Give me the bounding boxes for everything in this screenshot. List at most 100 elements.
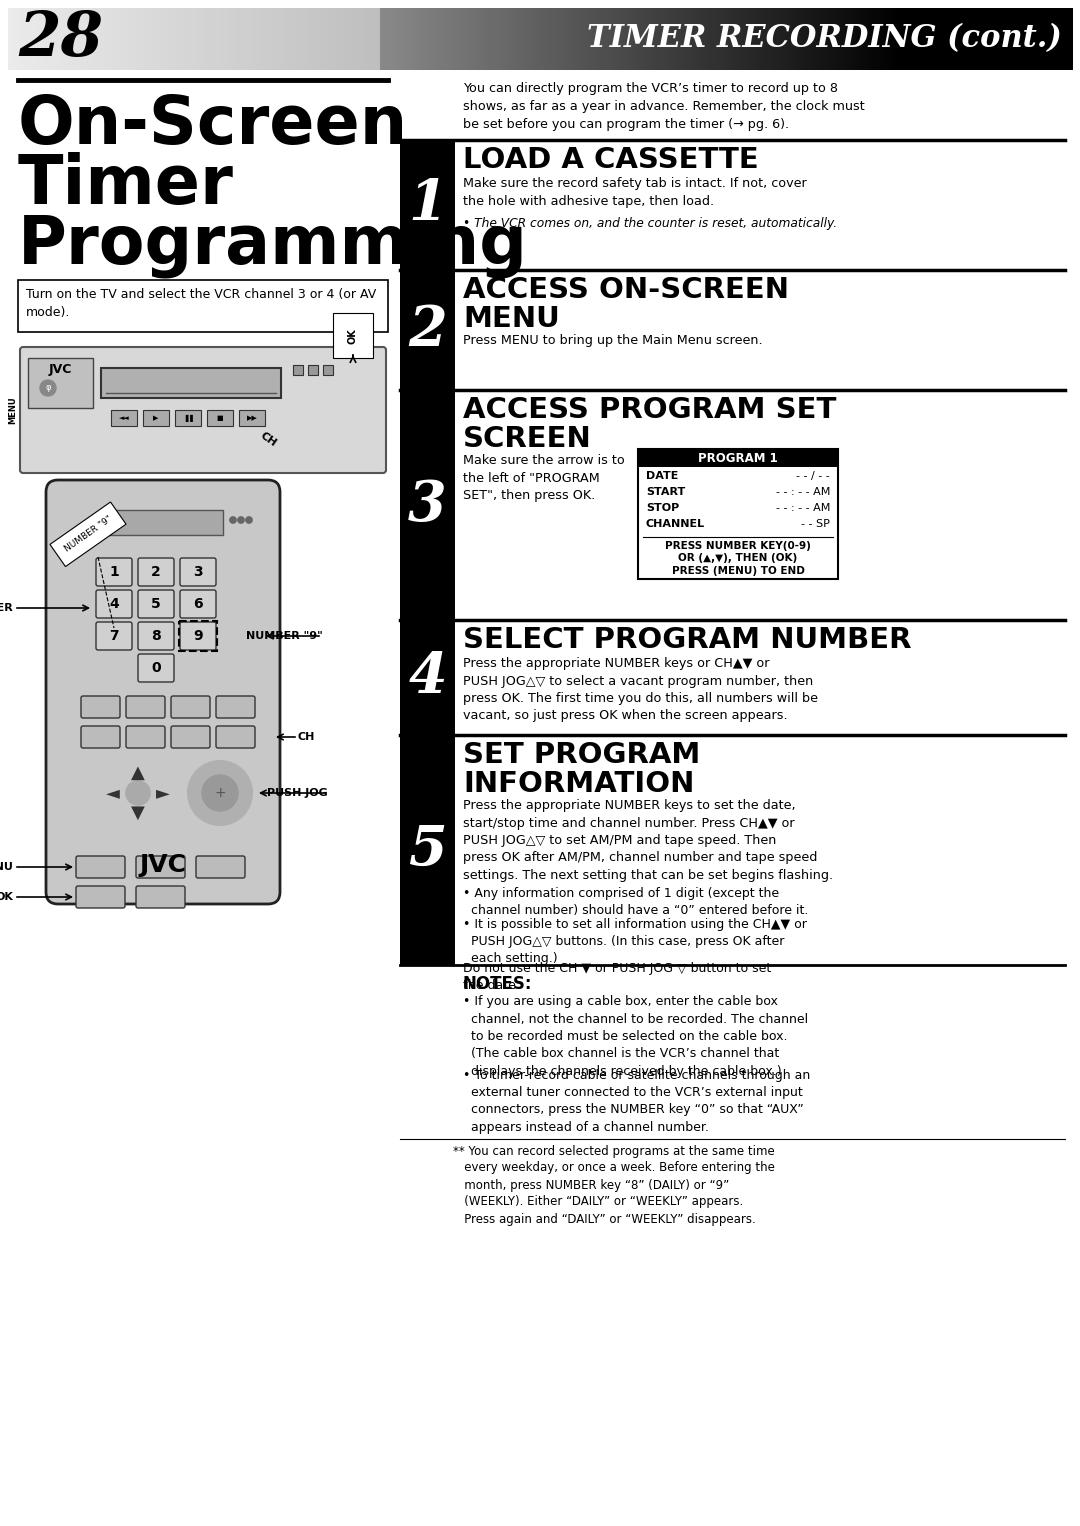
Text: Do not use the CH ▼ or PUSH JOG ▽ button to set
the date.: Do not use the CH ▼ or PUSH JOG ▽ button… bbox=[463, 961, 771, 992]
Bar bbox=[778, 8, 782, 70]
Bar bbox=[462, 8, 467, 70]
Bar bbox=[562, 8, 566, 70]
Bar bbox=[465, 8, 470, 70]
FancyBboxPatch shape bbox=[216, 696, 255, 719]
Text: 4: 4 bbox=[109, 597, 119, 610]
Bar bbox=[852, 8, 856, 70]
Bar bbox=[125, 8, 130, 70]
Bar bbox=[891, 8, 895, 70]
Bar bbox=[785, 8, 789, 70]
Bar bbox=[551, 8, 555, 70]
Bar bbox=[40, 8, 44, 70]
Text: ▲: ▲ bbox=[131, 765, 145, 781]
Bar bbox=[363, 8, 367, 70]
Bar bbox=[448, 8, 453, 70]
Bar bbox=[178, 8, 183, 70]
Circle shape bbox=[126, 781, 150, 806]
FancyBboxPatch shape bbox=[180, 623, 216, 650]
Bar bbox=[1037, 8, 1041, 70]
Bar bbox=[324, 8, 328, 70]
Bar bbox=[554, 8, 558, 70]
Bar bbox=[65, 8, 69, 70]
Bar bbox=[391, 8, 395, 70]
Bar bbox=[171, 8, 176, 70]
FancyBboxPatch shape bbox=[76, 856, 125, 877]
Bar bbox=[146, 8, 151, 70]
Text: • To timer-record cable or satellite channels through an
  external tuner connec: • To timer-record cable or satellite cha… bbox=[463, 1068, 810, 1134]
Bar bbox=[714, 8, 718, 70]
Bar bbox=[987, 8, 991, 70]
Bar bbox=[855, 8, 860, 70]
Bar bbox=[728, 8, 732, 70]
Bar bbox=[476, 8, 481, 70]
Text: ACCESS PROGRAM SET
SCREEN: ACCESS PROGRAM SET SCREEN bbox=[463, 397, 836, 453]
Bar bbox=[880, 8, 885, 70]
Bar bbox=[874, 8, 878, 70]
Bar bbox=[423, 8, 428, 70]
Bar bbox=[742, 8, 746, 70]
Bar bbox=[572, 8, 577, 70]
Bar bbox=[186, 8, 190, 70]
Text: MENU: MENU bbox=[9, 397, 17, 424]
Bar bbox=[849, 8, 853, 70]
Bar bbox=[831, 8, 835, 70]
Text: TIMER RECORDING (cont.): TIMER RECORDING (cont.) bbox=[588, 23, 1062, 55]
Bar bbox=[725, 8, 729, 70]
Bar bbox=[1012, 8, 1016, 70]
Bar bbox=[636, 8, 640, 70]
Text: - - : - - AM: - - : - - AM bbox=[775, 504, 831, 513]
Bar bbox=[582, 8, 588, 70]
Bar bbox=[930, 8, 934, 70]
Bar bbox=[239, 8, 243, 70]
Bar bbox=[877, 8, 881, 70]
FancyBboxPatch shape bbox=[138, 559, 174, 586]
Bar bbox=[239, 410, 265, 426]
Bar bbox=[795, 8, 800, 70]
Bar bbox=[15, 8, 19, 70]
FancyBboxPatch shape bbox=[138, 623, 174, 650]
Bar bbox=[352, 8, 356, 70]
Text: Press the appropriate NUMBER keys to set the date,
start/stop time and channel n: Press the appropriate NUMBER keys to set… bbox=[463, 800, 833, 882]
Bar bbox=[792, 8, 796, 70]
Bar bbox=[360, 8, 364, 70]
Bar bbox=[835, 8, 839, 70]
Bar bbox=[597, 8, 602, 70]
Bar bbox=[433, 8, 438, 70]
Bar bbox=[600, 8, 605, 70]
Bar bbox=[927, 8, 931, 70]
Bar bbox=[980, 8, 984, 70]
Text: NUMBER "9": NUMBER "9" bbox=[63, 514, 113, 554]
Bar bbox=[629, 8, 633, 70]
Bar bbox=[153, 8, 158, 70]
Text: NUMBER "9": NUMBER "9" bbox=[246, 630, 323, 641]
Text: DATE: DATE bbox=[646, 472, 678, 481]
FancyBboxPatch shape bbox=[76, 887, 125, 908]
Bar bbox=[43, 8, 48, 70]
Bar bbox=[217, 8, 221, 70]
Bar bbox=[532, 8, 538, 70]
Bar bbox=[100, 8, 105, 70]
Bar bbox=[764, 8, 768, 70]
Bar bbox=[399, 8, 403, 70]
Bar bbox=[157, 8, 162, 70]
Bar bbox=[625, 8, 630, 70]
Bar bbox=[888, 8, 892, 70]
Bar bbox=[54, 8, 58, 70]
FancyBboxPatch shape bbox=[46, 481, 280, 903]
Bar bbox=[781, 8, 786, 70]
Text: LOAD A CASSETTE: LOAD A CASSETTE bbox=[463, 146, 759, 174]
Bar bbox=[919, 8, 924, 70]
Bar bbox=[512, 8, 516, 70]
Bar bbox=[526, 8, 530, 70]
Bar bbox=[568, 8, 572, 70]
FancyBboxPatch shape bbox=[195, 856, 245, 877]
Bar bbox=[622, 8, 626, 70]
Text: 3: 3 bbox=[193, 565, 203, 578]
Text: NUMBER: NUMBER bbox=[0, 603, 13, 613]
Bar bbox=[26, 8, 30, 70]
Bar bbox=[686, 8, 690, 70]
Bar bbox=[618, 8, 622, 70]
Bar bbox=[899, 8, 903, 70]
Bar bbox=[750, 8, 754, 70]
Bar bbox=[824, 8, 828, 70]
